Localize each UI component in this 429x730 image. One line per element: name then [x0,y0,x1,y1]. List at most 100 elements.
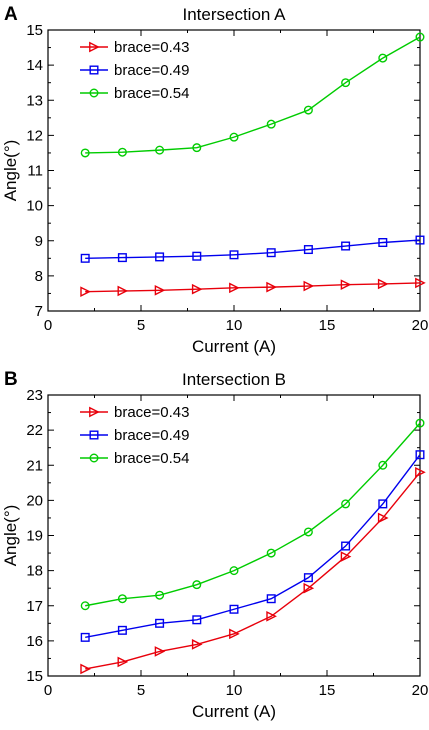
series-3 [80,32,425,158]
data-point [378,460,388,470]
chart-a-svg: A Intersection A 0 5 10 15 20 7 8 9 10 11 12 13 14 15 Cu… [1,4,428,356]
data-point [303,582,315,594]
data-point [229,250,239,260]
data-point [117,253,127,263]
data-point [266,594,276,604]
data-point [229,132,239,142]
data-point [341,78,351,88]
legend-marker [89,430,99,440]
data-point [377,278,389,290]
series-2 [80,235,425,263]
data-point [154,646,166,657]
y-tick-label: 15 [26,668,43,685]
plot-frame [47,29,421,312]
legend-marker [89,65,99,75]
y-tick-label: 7 [35,303,43,320]
y-tick-label: 21 [26,457,43,474]
data-point [378,238,388,248]
data-point [378,53,388,63]
data-point [229,628,240,640]
y-tick-label: 8 [35,268,43,285]
data-point [415,277,426,289]
data-point [154,284,166,296]
legend: brace=0.43 brace=0.49 brace=0.54 [80,404,189,467]
legend-label: brace=0.54 [114,85,189,102]
y-tick-label: 14 [26,57,43,74]
data-point [341,241,351,251]
x-tick-label: 15 [319,317,336,334]
data-point [415,235,425,245]
data-point [191,283,203,295]
series-1 [80,277,426,298]
series-3 [80,418,425,611]
data-point [117,147,127,157]
data-point [266,248,276,258]
x-tick-label: 10 [226,317,243,334]
data-point [340,279,352,290]
y-axis-label: Angle(°) [1,140,20,202]
y-axis-label: Angle(°) [1,505,20,567]
data-point [155,590,165,600]
legend-label: brace=0.43 [114,404,189,421]
data-point [415,32,425,42]
y-tick-label: 18 [26,563,43,580]
y-tick-label: 15 [26,22,43,39]
x-axis-label: Current (A) [192,337,276,356]
data-point [415,418,425,428]
data-point [266,281,277,293]
data-point [191,639,203,650]
data-point [303,280,315,292]
data-point [155,252,165,262]
y-tick-label: 23 [26,387,43,404]
data-point [192,143,202,153]
legend-label: brace=0.43 [114,39,189,56]
data-point [192,615,202,625]
data-point [303,527,313,537]
legend-marker [89,88,99,98]
data-point [117,594,127,604]
data-point [229,604,239,614]
data-point [341,541,351,551]
data-point [80,632,90,642]
data-point [377,512,389,524]
chart-title: Intersection B [182,370,286,389]
data-point [266,610,277,622]
data-point [415,450,425,460]
x-tick-label: 0 [44,317,52,334]
legend-label: brace=0.49 [114,62,189,79]
x-tick-label: 10 [226,682,243,699]
data-point [117,625,127,635]
data-point [117,656,129,668]
series-line [85,282,421,293]
series-2 [80,450,425,642]
y-tick-label: 13 [26,92,43,109]
data-point [80,663,91,675]
data-point [266,119,276,129]
series-line [85,239,421,260]
chart-title: Intersection A [182,5,286,24]
y-tick-label: 22 [26,422,43,439]
data-point [303,105,313,115]
series-line [85,471,421,670]
data-point [80,601,90,611]
legend: brace=0.43 brace=0.49 brace=0.54 [80,39,189,102]
series-line [85,36,421,154]
legend-marker [89,406,100,418]
y-tick-label: 19 [26,528,43,545]
y-tick-label: 20 [26,492,43,509]
legend-marker [89,453,99,463]
panel-letter: A [4,4,18,25]
data-point [340,551,352,562]
data-point [155,145,165,155]
panel-letter: B [4,369,18,390]
data-point [229,566,239,576]
data-point [303,573,313,583]
data-point [80,286,91,298]
data-point [341,499,351,509]
data-point [266,548,276,558]
x-tick-label: 0 [44,682,52,699]
y-tick-label: 17 [26,598,43,615]
data-point [192,580,202,590]
x-tick-label: 15 [319,682,336,699]
y-tick-label: 10 [26,198,43,215]
